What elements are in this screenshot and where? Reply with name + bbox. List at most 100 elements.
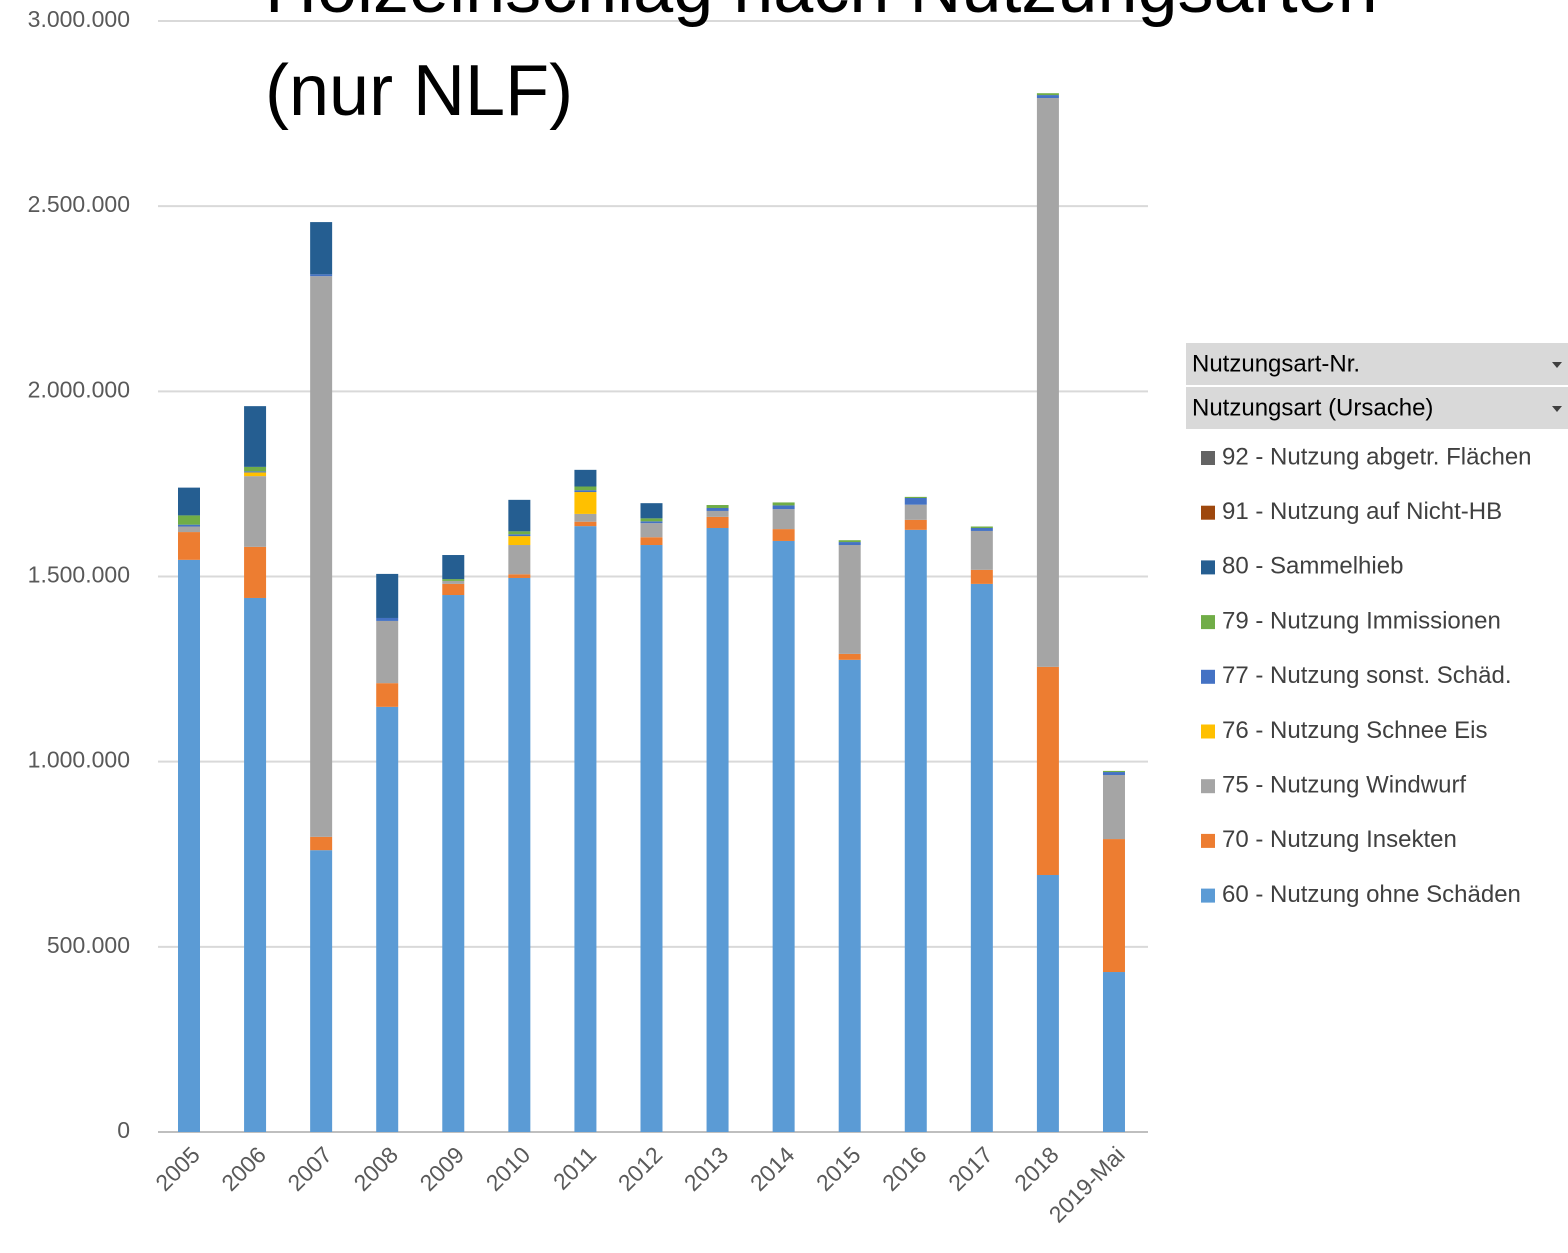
bar-segment <box>574 513 597 522</box>
bar-segment <box>574 486 597 491</box>
legend-label: 75 - Nutzung Windwurf <box>1222 772 1466 799</box>
bar-segment <box>574 492 597 514</box>
bar-segment <box>904 519 927 530</box>
bar-segment <box>772 502 795 506</box>
bar-segment <box>904 496 927 498</box>
bar-segment <box>772 540 795 1132</box>
x-tick-label: 2012 <box>613 1141 668 1196</box>
field-button-label: Nutzungsart (Ursache) <box>1192 394 1433 421</box>
bar-segment <box>1102 774 1125 840</box>
bar-segment <box>376 706 399 1132</box>
bar-segment <box>838 659 861 1132</box>
bar-segment <box>376 683 399 707</box>
legend-swatch <box>1201 560 1215 575</box>
bar-segment <box>508 534 531 537</box>
bar-segment <box>838 545 861 654</box>
field-button-label: Nutzungsart-Nr. <box>1192 350 1360 377</box>
bar-segment <box>838 653 861 660</box>
chart-title: Holzeinschlag nach Nutzungsarten <box>265 0 1378 28</box>
bar-segment <box>1102 770 1125 773</box>
chart-title: (nur NLF) <box>265 51 573 131</box>
bar-segment <box>574 526 597 1132</box>
legend-label: 70 - Nutzung Insekten <box>1222 826 1457 853</box>
legend-label: 60 - Nutzung ohne Schäden <box>1222 881 1521 908</box>
legend-swatch <box>1201 615 1215 630</box>
bar-segment <box>178 559 200 1132</box>
bar-segment <box>1102 972 1125 1132</box>
bar-segment <box>904 504 927 520</box>
bar-segment <box>970 583 993 1132</box>
bar-segment <box>310 222 333 275</box>
x-tick-label: 2018 <box>1009 1141 1064 1196</box>
bar-segment <box>442 595 465 1132</box>
legend-swatch <box>1201 833 1215 848</box>
bar-segment <box>970 527 993 531</box>
bar-segment <box>574 521 597 527</box>
bar-segment <box>244 597 267 1132</box>
bar-segment <box>640 503 663 519</box>
bar-segment <box>1036 98 1059 667</box>
bar-segment <box>508 545 531 575</box>
legend-label: 91 - Nutzung auf Nicht-HB <box>1222 498 1502 525</box>
x-tick-label: 2007 <box>282 1141 337 1196</box>
bar-segment <box>1102 772 1125 775</box>
bar-segment <box>508 577 531 1132</box>
bar-segment <box>1036 874 1059 1132</box>
x-tick-label: 2015 <box>811 1141 866 1196</box>
bar-segment <box>970 569 993 584</box>
y-tick-label: 500.000 <box>47 932 130 958</box>
bar-segment <box>442 580 465 584</box>
bar-segment <box>376 617 399 621</box>
bar-segment <box>640 545 663 1132</box>
bar-segment <box>508 536 531 546</box>
bar-segment <box>772 529 795 541</box>
x-tick-label: 2013 <box>679 1141 734 1196</box>
bar-segment <box>244 471 267 473</box>
legend-label: 79 - Nutzung Immissionen <box>1222 607 1501 634</box>
bar-segment <box>574 490 597 493</box>
field-button <box>1186 387 1568 429</box>
bar-segment <box>376 573 399 618</box>
bar-segment <box>442 555 465 580</box>
bar-segment <box>904 497 927 505</box>
legend-label: 80 - Sammelhieb <box>1222 553 1403 580</box>
bar-segment <box>772 509 795 530</box>
bar-segment <box>244 406 267 467</box>
bar-segment <box>706 505 729 508</box>
bar-segment <box>178 524 200 527</box>
legend-swatch <box>1201 888 1215 903</box>
bar-segment <box>178 532 200 560</box>
bar-segment <box>310 836 333 851</box>
bar-segment <box>904 529 927 1132</box>
bar-segment <box>508 531 531 535</box>
y-tick-label: 1.500.000 <box>28 562 130 588</box>
bar-segment <box>970 526 993 528</box>
bar-segment <box>640 537 663 546</box>
legend-swatch <box>1201 724 1215 739</box>
bar-segment <box>310 850 333 1132</box>
legend-label: 92 - Nutzung abgetr. Flächen <box>1222 443 1532 470</box>
dropdown-arrow <box>1552 362 1562 368</box>
bar-segment <box>178 487 200 516</box>
bar-segment <box>178 515 200 525</box>
field-button <box>1186 343 1568 385</box>
bar-segment <box>640 518 663 522</box>
y-tick-label: 3.000.000 <box>28 6 130 32</box>
bar-segment <box>178 526 200 533</box>
legend-swatch <box>1201 505 1215 520</box>
bar-segment <box>1102 839 1125 973</box>
bar-segment <box>706 516 729 528</box>
bar-segment <box>376 620 399 684</box>
legend-swatch <box>1201 779 1215 794</box>
legend-label: 77 - Nutzung sonst. Schäd. <box>1222 662 1512 689</box>
x-tick-label: 2016 <box>877 1141 932 1196</box>
bar-segment <box>244 466 267 472</box>
legend-swatch <box>1201 451 1215 465</box>
x-tick-label: 2010 <box>481 1141 536 1196</box>
bar-segment <box>1036 666 1059 875</box>
bar-segment <box>772 505 795 510</box>
y-tick-label: 2.000.000 <box>28 376 130 402</box>
bar-segment <box>838 542 861 546</box>
bar-segment <box>1036 93 1059 96</box>
x-tick-label: 2014 <box>745 1141 800 1196</box>
